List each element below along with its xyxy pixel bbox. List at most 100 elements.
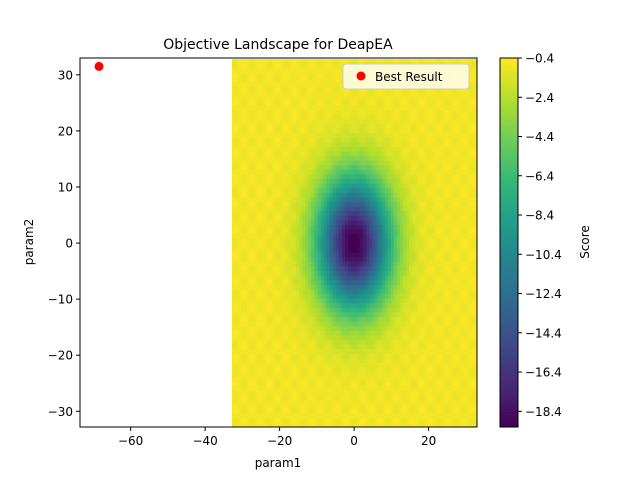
heatmap-cell bbox=[231, 91, 236, 97]
heatmap-cell bbox=[415, 312, 419, 318]
heatmap-cell bbox=[250, 381, 254, 387]
heatmap-cell bbox=[283, 155, 288, 161]
heatmap-cell bbox=[351, 224, 355, 230]
heatmap-cell bbox=[314, 243, 318, 249]
heatmap-cell bbox=[399, 367, 404, 373]
heatmap-cell bbox=[381, 206, 386, 212]
heatmap-cell bbox=[402, 210, 407, 216]
heatmap-cell bbox=[262, 169, 266, 175]
heatmap-cell bbox=[268, 302, 273, 308]
heatmap-cell bbox=[289, 201, 294, 207]
heatmap-cell bbox=[351, 362, 355, 368]
heatmap-cell bbox=[396, 321, 401, 327]
heatmap-cell bbox=[390, 399, 395, 405]
heatmap-cell bbox=[387, 128, 392, 134]
heatmap-cell bbox=[250, 201, 254, 207]
heatmap-cell bbox=[409, 330, 413, 336]
heatmap-cell bbox=[329, 279, 334, 285]
heatmap-cell bbox=[241, 381, 245, 387]
heatmap-cell bbox=[277, 367, 282, 373]
heatmap-cell bbox=[235, 91, 239, 97]
heatmap-cell bbox=[341, 284, 346, 290]
heatmap-cell bbox=[299, 95, 303, 101]
heatmap-cell bbox=[286, 63, 291, 69]
heatmap-cell bbox=[387, 201, 392, 207]
heatmap-cell bbox=[247, 95, 251, 101]
heatmap-cell bbox=[299, 325, 303, 331]
heatmap-cell bbox=[271, 155, 276, 161]
heatmap-cell bbox=[366, 137, 370, 143]
heatmap-cell bbox=[396, 348, 401, 354]
heatmap-cell bbox=[305, 155, 309, 161]
heatmap-cell bbox=[231, 187, 236, 193]
heatmap-cell bbox=[247, 394, 251, 400]
heatmap-cell bbox=[283, 348, 288, 354]
heatmap-cell bbox=[390, 238, 395, 244]
heatmap-cell bbox=[384, 284, 389, 290]
heatmap-cell bbox=[305, 385, 309, 391]
heatmap-cell bbox=[231, 192, 236, 198]
heatmap-cell bbox=[335, 289, 340, 295]
heatmap-cell bbox=[369, 210, 373, 216]
heatmap-cell bbox=[366, 146, 370, 152]
heatmap-cell bbox=[314, 210, 318, 216]
heatmap-cell bbox=[262, 247, 266, 253]
heatmap-cell bbox=[289, 146, 294, 152]
heatmap-cell bbox=[332, 353, 337, 359]
heatmap-cell bbox=[250, 187, 254, 193]
heatmap-cell bbox=[280, 371, 285, 377]
heatmap-cell bbox=[351, 229, 355, 235]
heatmap-cell bbox=[335, 243, 340, 249]
heatmap-cell bbox=[381, 316, 386, 322]
heatmap-cell bbox=[393, 279, 398, 285]
heatmap-cell bbox=[265, 307, 269, 313]
heatmap-cell bbox=[283, 95, 288, 101]
heatmap-cell bbox=[372, 95, 376, 101]
heatmap-cell bbox=[299, 105, 303, 111]
heatmap-cell bbox=[366, 335, 370, 341]
heatmap-cell bbox=[268, 321, 273, 327]
heatmap-cell bbox=[363, 59, 367, 65]
heatmap-cell bbox=[409, 146, 413, 152]
heatmap-cell bbox=[372, 325, 376, 331]
heatmap-cell bbox=[344, 192, 349, 198]
heatmap-cell bbox=[311, 105, 315, 111]
heatmap-cell bbox=[311, 316, 315, 322]
heatmap-cell bbox=[399, 275, 404, 281]
heatmap-cell bbox=[274, 206, 279, 212]
heatmap-cell bbox=[283, 82, 288, 88]
heatmap-cell bbox=[329, 210, 334, 216]
heatmap-cell bbox=[399, 137, 404, 143]
heatmap-cell bbox=[412, 376, 416, 382]
heatmap-cell bbox=[311, 408, 315, 414]
heatmap-cell bbox=[415, 371, 419, 377]
heatmap-cell bbox=[363, 215, 367, 221]
heatmap-cell bbox=[387, 151, 392, 157]
heatmap-cell bbox=[351, 183, 355, 189]
heatmap-cell bbox=[341, 118, 346, 124]
heatmap-cell bbox=[396, 266, 401, 272]
heatmap-cell bbox=[323, 118, 328, 124]
heatmap-cell bbox=[286, 371, 291, 377]
heatmap-cell bbox=[268, 220, 273, 226]
heatmap-cell bbox=[369, 302, 373, 308]
heatmap-cell bbox=[357, 252, 361, 258]
heatmap-cell bbox=[283, 408, 288, 414]
heatmap-cell bbox=[296, 358, 300, 364]
heatmap-cell bbox=[235, 422, 239, 427]
heatmap-cell bbox=[369, 289, 373, 295]
heatmap-cell bbox=[311, 210, 315, 216]
heatmap-cell bbox=[344, 137, 349, 143]
heatmap-cell bbox=[415, 362, 419, 368]
heatmap-cell bbox=[378, 105, 382, 111]
heatmap-cell bbox=[293, 215, 297, 221]
heatmap-cell bbox=[412, 307, 416, 313]
heatmap-cell bbox=[406, 399, 410, 405]
heatmap-cell bbox=[351, 220, 355, 226]
heatmap-cell bbox=[418, 399, 422, 405]
heatmap-cell bbox=[369, 201, 373, 207]
heatmap-cell bbox=[286, 197, 291, 203]
heatmap-cell bbox=[412, 252, 416, 258]
heatmap-cell bbox=[256, 385, 260, 391]
heatmap-cell bbox=[418, 358, 422, 364]
